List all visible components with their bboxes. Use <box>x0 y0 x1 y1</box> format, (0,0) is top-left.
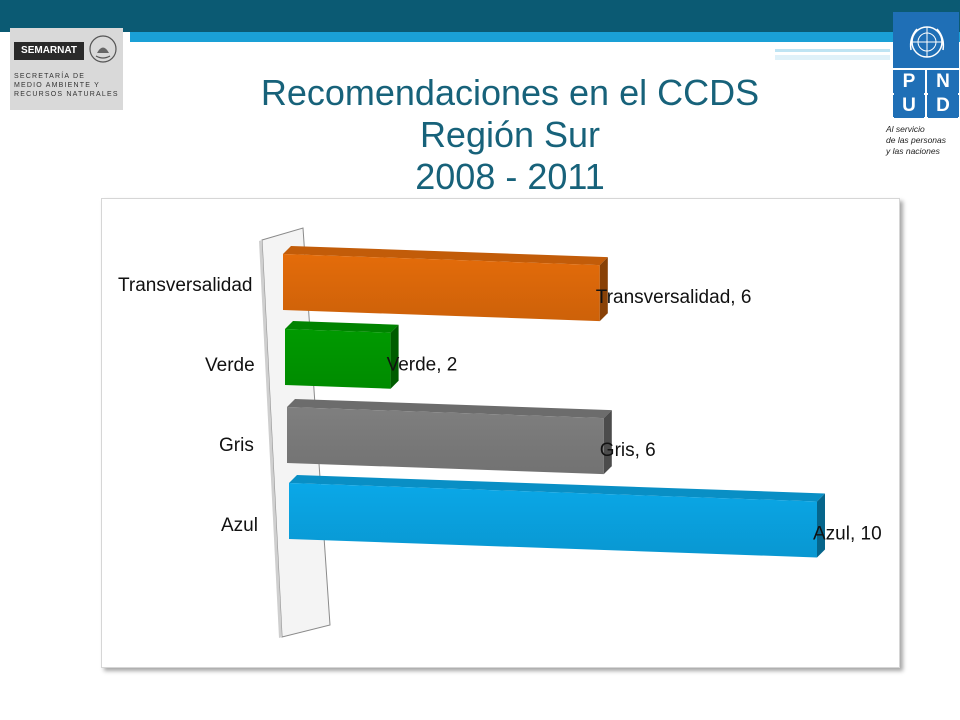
bar-azul <box>289 475 825 558</box>
mexico-seal-icon <box>89 35 117 63</box>
pnud-letter: U <box>894 94 924 118</box>
top-banner-dark <box>0 0 960 32</box>
pnud-logo: P N U D <box>893 12 959 118</box>
category-label: Verde <box>205 355 255 376</box>
data-label: Gris, 6 <box>600 440 656 461</box>
pnud-tagline-line: y las naciones <box>886 146 940 156</box>
title-line-3: 2008 - 2011 <box>415 156 605 197</box>
bar-end-face <box>603 410 612 475</box>
pnud-divider <box>893 68 959 70</box>
un-emblem-icon <box>909 26 945 58</box>
bar-top-face <box>287 399 612 419</box>
bar-front-face <box>283 254 600 322</box>
banner-gap <box>570 42 775 62</box>
data-label: Transversalidad, 6 <box>596 287 752 308</box>
semarnat-line: RECURSOS NATURALES <box>14 91 119 98</box>
pnud-letter: P <box>894 70 924 94</box>
semarnat-subtitle: SECRETARÍA DE MEDIO AMBIENTE Y RECURSOS … <box>14 72 120 99</box>
bar-front-face <box>287 407 604 475</box>
title-line-2: Región Sur <box>419 114 601 155</box>
bar-top-face <box>289 475 825 502</box>
semarnat-line: SECRETARÍA DE <box>14 73 86 80</box>
data-label: Azul, 10 <box>813 523 882 544</box>
bar-verde <box>285 321 399 389</box>
semarnat-logo: SEMARNAT SECRETARÍA DE MEDIO AMBIENTE Y … <box>10 28 123 110</box>
category-label: Gris <box>219 435 254 456</box>
bar-end-face <box>390 324 399 389</box>
title-line-1: Recomendaciones en el CCDS <box>260 72 760 113</box>
pnud-divider <box>925 70 927 117</box>
pnud-tagline-line: Al servicio <box>886 124 925 134</box>
pnud-letter: D <box>928 94 958 118</box>
top-banner-light <box>130 32 960 42</box>
pnud-tagline: Al servicio de las personas y las nacion… <box>886 124 958 157</box>
bar-transversalidad <box>283 246 608 322</box>
category-label: Azul <box>221 515 258 536</box>
bar-gris <box>287 399 612 475</box>
pnud-letter: N <box>928 70 958 94</box>
bar-end-face <box>599 257 608 322</box>
pnud-tagline-line: de las personas <box>886 135 947 145</box>
semarnat-line: MEDIO AMBIENTE Y <box>14 82 100 89</box>
semarnat-name: SEMARNAT <box>14 42 84 60</box>
bar-end-face <box>817 493 825 558</box>
data-label: Verde, 2 <box>387 355 458 376</box>
bar-front-face <box>289 483 817 558</box>
bar-front-face <box>285 329 391 389</box>
category-label: Transversalidad <box>118 275 252 296</box>
bar-top-face <box>285 321 399 333</box>
bar-top-face <box>283 246 608 266</box>
slide-title: Recomendaciones en el CCDS Región Sur 20… <box>200 72 820 198</box>
